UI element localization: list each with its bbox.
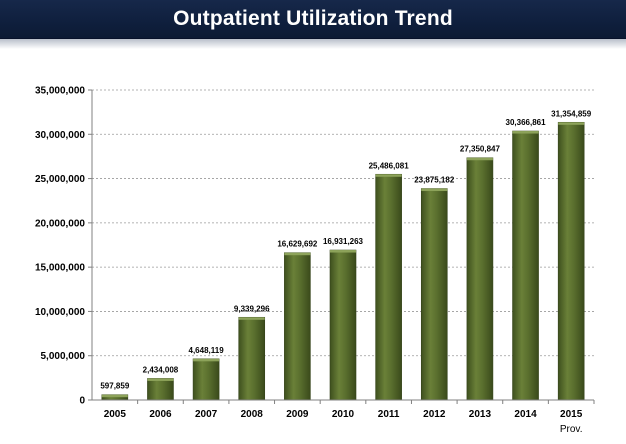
y-tick-label: 5,000,000 bbox=[41, 351, 86, 362]
data-label-2015: 31,354,859 bbox=[551, 109, 592, 118]
bar-2006 bbox=[147, 378, 174, 401]
x-tick-label: 2006 bbox=[149, 409, 172, 420]
bar-top-highlight bbox=[101, 394, 128, 398]
bar-2015 bbox=[557, 121, 585, 401]
page-title: Outpatient Utilization Trend bbox=[173, 7, 453, 30]
x-tick-label: 2008 bbox=[241, 409, 264, 420]
data-label-2013: 27,350,847 bbox=[460, 145, 501, 154]
bar-2013 bbox=[466, 157, 494, 401]
y-tick-label: 35,000,000 bbox=[35, 86, 85, 97]
data-labels: 597,859 2,434,008 4,648,119 9,339,296 16,629… bbox=[100, 109, 591, 390]
x-tick-label: 2015 bbox=[560, 409, 583, 420]
bar-2009 bbox=[284, 252, 311, 401]
bar-top-highlight bbox=[375, 174, 402, 177]
x-tick-label: 2014 bbox=[514, 409, 537, 420]
y-tick-label: 25,000,000 bbox=[35, 174, 85, 185]
bar-top-highlight bbox=[421, 188, 448, 192]
data-label-2011: 25,486,081 bbox=[369, 161, 410, 170]
bar-top-highlight bbox=[193, 358, 220, 362]
x-axis: 2005 2006 2007 2008 2009 2010 2011 2012 2013 2014… bbox=[92, 399, 595, 420]
data-label-2006: 2,434,008 bbox=[143, 365, 179, 374]
y-tick-label: 0 bbox=[79, 396, 85, 407]
data-label-2012: 23,875,182 bbox=[414, 176, 455, 185]
provisional-note: Prov. bbox=[560, 424, 583, 435]
bar-2010 bbox=[329, 249, 357, 401]
bar-top-highlight bbox=[330, 250, 356, 253]
y-tick-label: 30,000,000 bbox=[35, 130, 85, 141]
bar-2012 bbox=[420, 188, 448, 401]
y-tick-label: 15,000,000 bbox=[35, 263, 85, 274]
bars bbox=[101, 121, 585, 401]
x-tick-label: 2005 bbox=[104, 409, 127, 420]
data-label-2005: 597,859 bbox=[100, 382, 129, 391]
bar-2011 bbox=[375, 173, 402, 401]
bar-top-highlight bbox=[238, 317, 265, 320]
bar-top-highlight bbox=[466, 157, 493, 161]
bar-top-highlight bbox=[147, 378, 174, 381]
y-axis: 0 5,000,000 10,000,000 15,000,000 20,000,000… bbox=[35, 86, 93, 407]
bar-top-highlight bbox=[558, 122, 585, 125]
data-label-2007: 4,648,119 bbox=[189, 346, 225, 355]
data-label-2009: 16,629,692 bbox=[277, 240, 318, 249]
x-tick-label: 2011 bbox=[378, 409, 400, 420]
bar-2008 bbox=[238, 316, 266, 401]
bar-top-highlight bbox=[512, 131, 539, 134]
bar-2014 bbox=[512, 130, 539, 401]
bar-top-highlight bbox=[284, 252, 311, 256]
title-banner bbox=[0, 0, 626, 39]
x-tick-label: 2013 bbox=[469, 409, 492, 420]
x-tick-label: 2012 bbox=[423, 409, 446, 420]
x-tick-label: 2010 bbox=[332, 409, 355, 420]
bar-2007 bbox=[192, 358, 220, 401]
data-label-2014: 30,366,861 bbox=[506, 118, 547, 127]
x-tick-label: 2009 bbox=[286, 409, 309, 420]
y-tick-label: 20,000,000 bbox=[35, 218, 85, 229]
data-label-2010: 16,931,263 bbox=[323, 237, 364, 246]
data-label-2008: 9,339,296 bbox=[234, 304, 270, 313]
x-tick-label: 2007 bbox=[195, 409, 218, 420]
banner-shadow bbox=[0, 39, 626, 49]
y-tick-label: 10,000,000 bbox=[35, 307, 85, 318]
